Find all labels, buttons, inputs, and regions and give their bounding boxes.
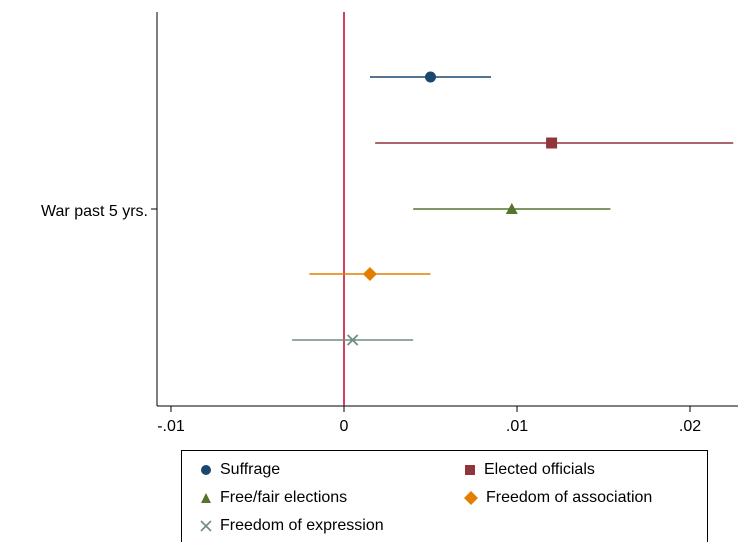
x-tick-label: .01 — [506, 418, 528, 435]
legend-label: Elected officials — [484, 461, 595, 478]
legend-marker-triangle-icon — [201, 493, 211, 503]
legend-marker-x-icon — [200, 520, 212, 532]
legend: Suffrage Elected officials Free/fair ele… — [181, 450, 708, 542]
legend-item-free-fair-elections: Free/fair elections — [200, 489, 347, 507]
legend-label: Freedom of expression — [220, 517, 384, 534]
legend-marker-circle-icon — [201, 465, 211, 475]
x-tick-label: .02 — [679, 418, 701, 435]
legend-label: Free/fair elections — [220, 489, 348, 506]
x-tick-label: 0 — [340, 418, 349, 435]
legend-label: Suffrage — [220, 461, 281, 478]
legend-marker-square-icon — [465, 465, 475, 475]
legend-label: Freedom of association — [486, 489, 653, 506]
point-estimate — [347, 334, 359, 346]
point-estimate — [505, 203, 518, 214]
legend-marker-diamond-icon — [464, 491, 478, 505]
point-estimate — [546, 137, 558, 149]
point-estimate — [362, 267, 377, 281]
legend-item-suffrage: Suffrage — [200, 461, 280, 479]
y-category-label: War past 5 yrs. — [41, 203, 148, 220]
legend-item-elected-officials: Elected officials — [464, 461, 595, 479]
x-tick-label: -.01 — [157, 418, 185, 435]
legend-item-freedom-of-expression: Freedom of expression — [200, 517, 384, 535]
coefficient-plot: -.01 0 .01 .02 War past 5 yrs. — [41, 12, 738, 435]
point-estimate — [425, 71, 436, 83]
legend-item-freedom-of-association: Freedom of association — [464, 489, 652, 507]
